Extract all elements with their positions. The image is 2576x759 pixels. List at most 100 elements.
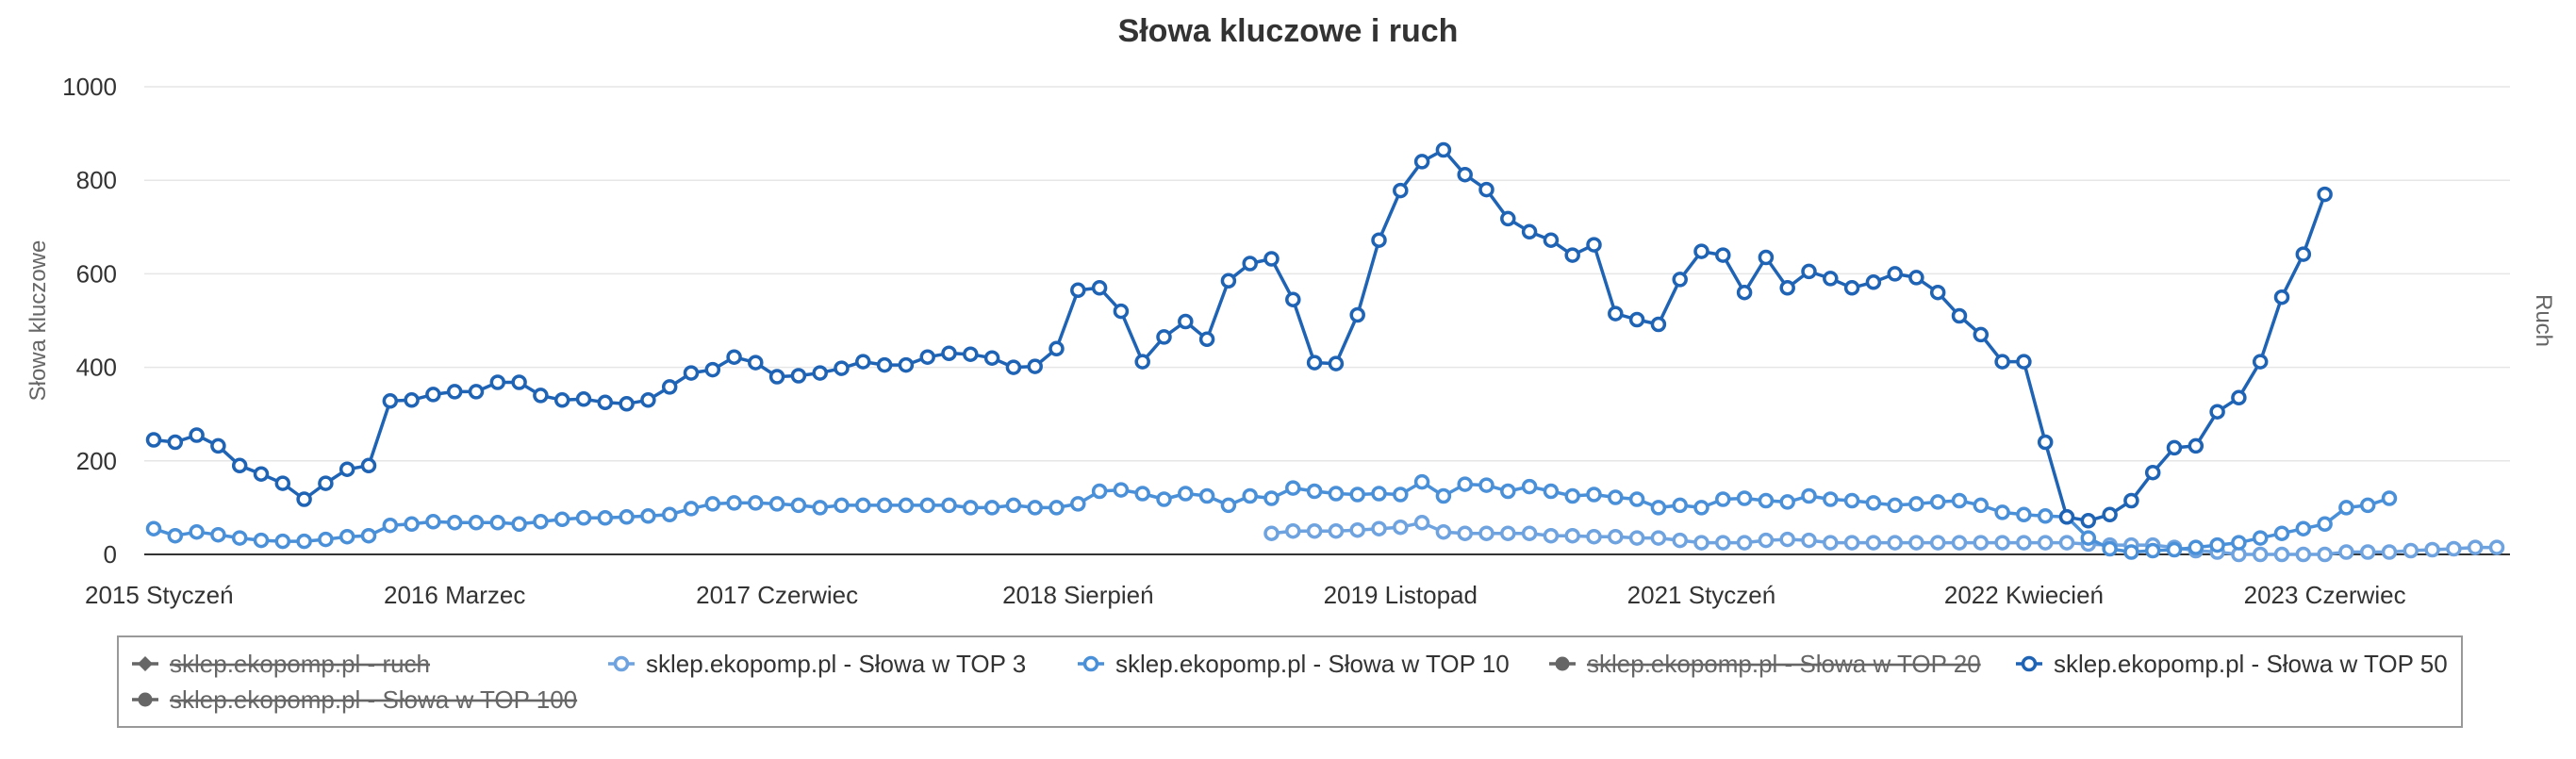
data-point[interactable] [1198,487,1215,504]
data-point[interactable] [1586,528,1602,545]
data-point[interactable] [2295,520,2312,536]
data-point[interactable] [1134,486,1150,502]
data-point[interactable] [2123,492,2139,509]
data-point[interactable] [876,356,893,373]
data-point[interactable] [1823,535,1839,551]
data-point[interactable] [1628,530,1645,546]
data-point[interactable] [2037,434,2054,451]
data-point[interactable] [1478,181,1494,198]
data-point[interactable] [1887,535,1903,551]
data-point[interactable] [1758,249,1775,266]
data-point[interactable] [1823,491,1839,507]
data-point[interactable] [726,349,742,365]
data-point[interactable] [404,392,420,408]
data-point[interactable] [1178,313,1194,330]
data-point[interactable] [1285,480,1301,496]
data-point[interactable] [1951,535,1968,551]
data-point[interactable] [1650,316,1667,333]
data-point[interactable] [2317,186,2333,203]
data-point[interactable] [768,369,785,385]
data-point[interactable] [855,354,871,370]
data-point[interactable] [983,500,1000,516]
data-point[interactable] [790,368,807,384]
data-point[interactable] [2058,509,2075,525]
data-point[interactable] [1263,490,1280,506]
data-point[interactable] [2231,535,2247,551]
data-point[interactable] [2338,500,2354,516]
data-point[interactable] [1220,497,1237,514]
data-point[interactable] [1500,210,1516,227]
data-point[interactable] [1779,494,1795,510]
data-point[interactable] [2273,289,2290,305]
data-point[interactable] [619,396,635,412]
data-point[interactable] [1091,483,1108,500]
data-point[interactable] [404,516,420,533]
data-point[interactable] [339,461,355,477]
data-point[interactable] [1779,280,1795,296]
data-point[interactable] [1951,307,1968,324]
data-point[interactable] [1027,500,1043,516]
data-point[interactable] [1328,355,1345,371]
data-point[interactable] [1070,282,1086,299]
data-point[interactable] [855,497,871,514]
data-point[interactable] [2231,389,2247,406]
data-point[interactable] [2102,506,2118,523]
data-point[interactable] [382,393,399,409]
data-point[interactable] [2252,354,2269,370]
data-point[interactable] [1693,535,1709,551]
data-point[interactable] [898,497,915,514]
data-point[interactable] [231,457,248,474]
legend-item[interactable]: sklep.ekopomp.pl - ruch [132,650,430,678]
data-point[interactable] [274,533,291,550]
data-point[interactable] [1973,326,1990,343]
data-point[interactable] [2037,535,2054,551]
data-point[interactable] [2037,508,2054,524]
data-point[interactable] [210,526,226,543]
data-point[interactable] [446,384,463,400]
data-point[interactable] [1736,490,1753,506]
data-point[interactable] [1413,515,1430,531]
data-point[interactable] [1393,182,1409,199]
data-point[interactable] [1994,535,2010,551]
data-point[interactable] [2209,536,2225,553]
data-point[interactable] [2123,544,2139,560]
data-point[interactable] [274,475,291,491]
data-point[interactable] [553,392,570,408]
data-point[interactable] [597,394,614,411]
data-point[interactable] [1758,492,1775,509]
data-point[interactable] [1586,237,1602,253]
data-point[interactable] [489,515,506,531]
data-point[interactable] [1005,497,1022,514]
data-point[interactable] [1608,305,1624,322]
data-point[interactable] [1371,520,1387,536]
data-point[interactable] [1178,486,1194,502]
data-point[interactable] [2488,539,2505,555]
data-point[interactable] [231,530,248,546]
data-point[interactable] [2080,513,2097,529]
legend-item[interactable]: sklep.ekopomp.pl - Słowa w TOP 10 [1078,650,1510,678]
data-point[interactable] [1242,487,1258,504]
data-point[interactable] [2273,546,2290,563]
data-point[interactable] [145,432,162,448]
legend-item[interactable]: sklep.ekopomp.pl - Słowa w TOP 100 [132,685,577,714]
data-point[interactable] [2359,497,2376,514]
data-point[interactable] [1994,504,2010,520]
data-point[interactable] [2016,535,2032,551]
data-point[interactable] [296,533,312,550]
data-point[interactable] [2188,437,2204,454]
data-point[interactable] [1413,473,1430,490]
data-point[interactable] [2338,544,2354,560]
data-point[interactable] [661,506,678,523]
data-point[interactable] [339,528,355,545]
data-point[interactable] [1951,492,1968,509]
data-point[interactable] [1843,535,1860,551]
data-point[interactable] [2080,530,2097,546]
data-point[interactable] [2252,530,2269,546]
data-point[interactable] [2166,541,2183,558]
data-point[interactable] [2144,464,2161,481]
data-point[interactable] [597,510,614,526]
data-point[interactable] [468,515,485,531]
data-point[interactable] [1693,500,1709,516]
data-point[interactable] [1628,311,1645,328]
data-point[interactable] [1715,535,1731,551]
